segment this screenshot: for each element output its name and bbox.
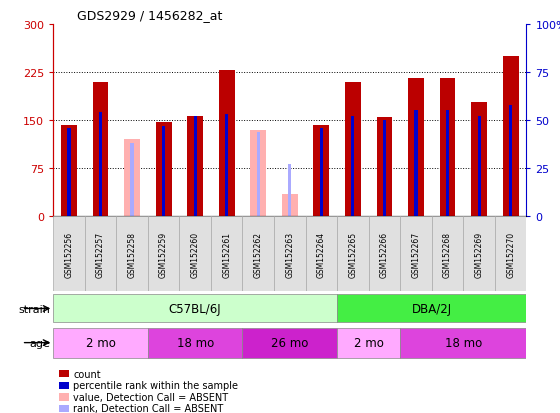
Text: GSM152259: GSM152259 — [159, 231, 168, 277]
Bar — [53, 217, 85, 291]
Bar — [148, 328, 242, 358]
Bar — [53, 295, 337, 323]
Text: value, Detection Call = ABSENT: value, Detection Call = ABSENT — [73, 392, 228, 402]
Text: 2 mo: 2 mo — [354, 336, 384, 349]
Bar — [225, 115, 228, 217]
Bar — [242, 217, 274, 291]
Bar — [219, 71, 235, 217]
Bar — [478, 117, 480, 217]
Bar — [187, 116, 203, 217]
Text: percentile rank within the sample: percentile rank within the sample — [73, 380, 239, 390]
Bar — [314, 125, 329, 217]
Bar — [242, 328, 337, 358]
Bar — [99, 113, 102, 217]
Text: GSM152269: GSM152269 — [474, 231, 484, 277]
Text: GSM152261: GSM152261 — [222, 231, 231, 277]
Bar — [337, 217, 368, 291]
Bar — [85, 217, 116, 291]
Bar — [400, 217, 432, 291]
Bar — [509, 105, 512, 217]
Bar — [148, 217, 179, 291]
Bar — [130, 144, 134, 217]
Text: GSM152257: GSM152257 — [96, 231, 105, 277]
Bar — [503, 57, 519, 217]
Bar — [351, 117, 354, 217]
Bar — [53, 328, 148, 358]
Bar — [61, 125, 77, 217]
Text: GSM152268: GSM152268 — [443, 231, 452, 277]
Text: GSM152266: GSM152266 — [380, 231, 389, 277]
Bar — [383, 121, 386, 217]
Bar — [179, 217, 211, 291]
Text: 18 mo: 18 mo — [445, 336, 482, 349]
Bar — [463, 217, 495, 291]
Text: GSM152265: GSM152265 — [348, 231, 357, 277]
Bar — [288, 165, 291, 217]
Text: rank, Detection Call = ABSENT: rank, Detection Call = ABSENT — [73, 404, 223, 413]
Text: GSM152264: GSM152264 — [317, 231, 326, 277]
Bar — [471, 103, 487, 217]
Bar — [274, 217, 306, 291]
Bar — [440, 79, 455, 217]
Bar — [92, 83, 109, 217]
Bar — [446, 111, 449, 217]
Text: 2 mo: 2 mo — [86, 336, 115, 349]
Bar — [337, 295, 526, 323]
Text: 26 mo: 26 mo — [271, 336, 309, 349]
Bar — [156, 123, 171, 217]
Bar — [337, 328, 400, 358]
Bar — [495, 217, 526, 291]
Bar — [432, 217, 463, 291]
Bar — [414, 111, 418, 217]
Text: age: age — [30, 338, 50, 348]
Bar — [376, 118, 393, 217]
Bar — [250, 131, 266, 217]
Text: GDS2929 / 1456282_at: GDS2929 / 1456282_at — [77, 9, 222, 22]
Text: GSM152260: GSM152260 — [190, 231, 200, 277]
Bar — [67, 128, 71, 217]
Text: GSM152256: GSM152256 — [64, 231, 73, 277]
Bar — [306, 217, 337, 291]
Bar — [116, 217, 148, 291]
Text: 18 mo: 18 mo — [176, 336, 214, 349]
Bar — [400, 328, 526, 358]
Bar — [256, 132, 260, 217]
Bar — [211, 217, 242, 291]
Text: GSM152263: GSM152263 — [285, 231, 295, 277]
Text: C57BL/6J: C57BL/6J — [169, 302, 221, 315]
Bar — [124, 140, 140, 217]
Bar — [320, 128, 323, 217]
Text: strain: strain — [18, 304, 50, 314]
Text: count: count — [73, 369, 101, 379]
Bar — [345, 83, 361, 217]
Bar — [408, 79, 424, 217]
Bar — [194, 117, 197, 217]
Bar — [162, 126, 165, 217]
Text: GSM152270: GSM152270 — [506, 231, 515, 277]
Text: GSM152267: GSM152267 — [412, 231, 421, 277]
Bar — [282, 195, 298, 217]
Bar — [368, 217, 400, 291]
Text: GSM152258: GSM152258 — [128, 231, 137, 277]
Text: GSM152262: GSM152262 — [254, 231, 263, 277]
Text: DBA/2J: DBA/2J — [412, 302, 452, 315]
